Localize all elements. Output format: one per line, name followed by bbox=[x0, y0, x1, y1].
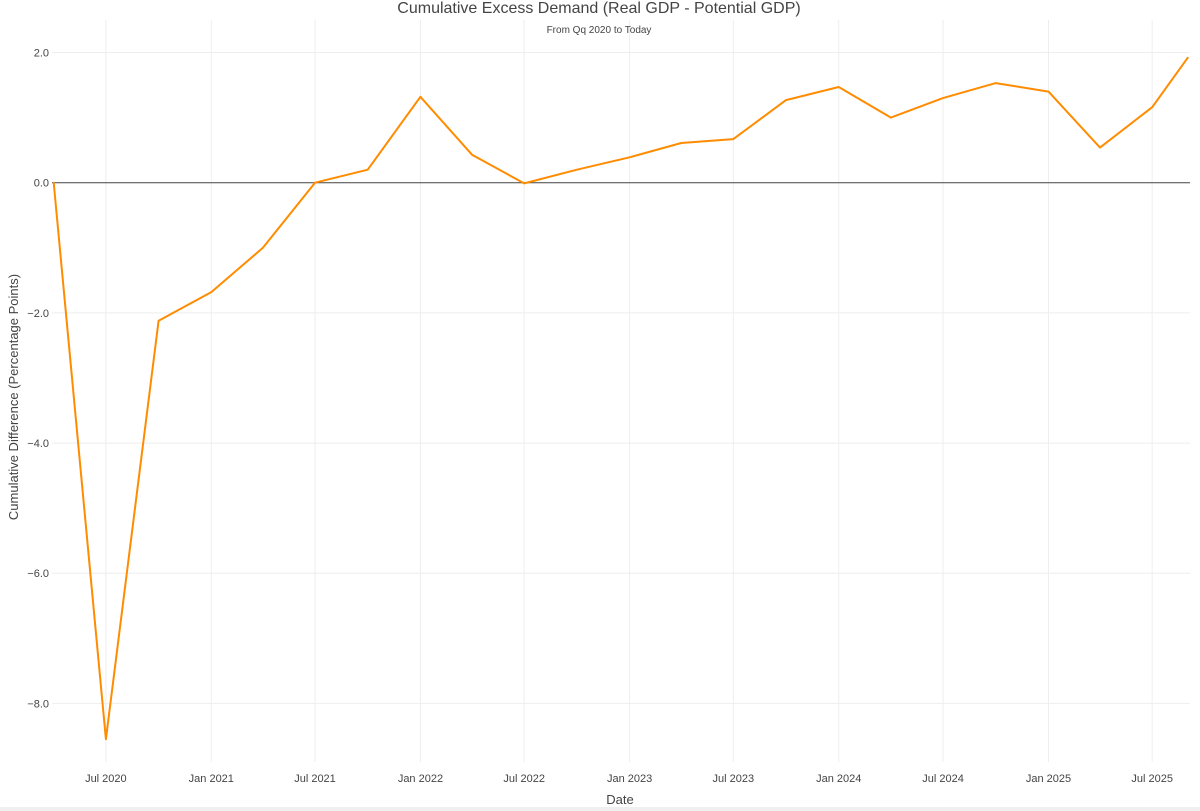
x-tick-label: Jan 2022 bbox=[398, 773, 443, 785]
bottom-scroll-bar bbox=[0, 807, 1200, 811]
series-line[interactable] bbox=[52, 56, 1189, 741]
x-axis-title: Date bbox=[606, 792, 633, 807]
x-gridlines bbox=[105, 20, 1153, 762]
x-tick-label: Jul 2022 bbox=[503, 773, 545, 785]
x-tick-label: Jul 2024 bbox=[922, 773, 964, 785]
y-gridlines bbox=[52, 52, 1190, 704]
chart-subtitle: From Qq 2020 to Today bbox=[547, 25, 652, 36]
y-tick-label: 2.0 bbox=[34, 48, 49, 60]
y-tick-labels: 2.0 0.0 −2.0 −4.0 −6.0 −8.0 bbox=[27, 48, 49, 711]
series-group bbox=[52, 56, 1189, 741]
y-tick-label: −6.0 bbox=[27, 568, 49, 580]
x-tick-label: Jan 2024 bbox=[816, 773, 861, 785]
x-tick-label: Jan 2021 bbox=[189, 773, 234, 785]
y-axis-title: Cumulative Difference (Percentage Points… bbox=[6, 274, 21, 520]
x-tick-label: Jan 2025 bbox=[1026, 773, 1071, 785]
y-tick-label: 0.0 bbox=[34, 178, 49, 190]
x-tick-label: Jan 2023 bbox=[607, 773, 652, 785]
x-tick-label: Jul 2021 bbox=[294, 773, 336, 785]
y-tick-label: −8.0 bbox=[27, 698, 49, 710]
x-tick-label: Jul 2023 bbox=[713, 773, 755, 785]
x-tick-label: Jul 2025 bbox=[1131, 773, 1173, 785]
y-tick-label: −4.0 bbox=[27, 438, 49, 450]
x-tick-labels: Jul 2020 Jan 2021 Jul 2021 Jan 2022 Jul 2022… bbox=[85, 773, 1173, 785]
x-tick-label: Jul 2020 bbox=[85, 773, 127, 785]
chart-title: Cumulative Excess Demand (Real GDP - Pot… bbox=[397, 0, 800, 17]
y-tick-label: −2.0 bbox=[27, 308, 49, 320]
